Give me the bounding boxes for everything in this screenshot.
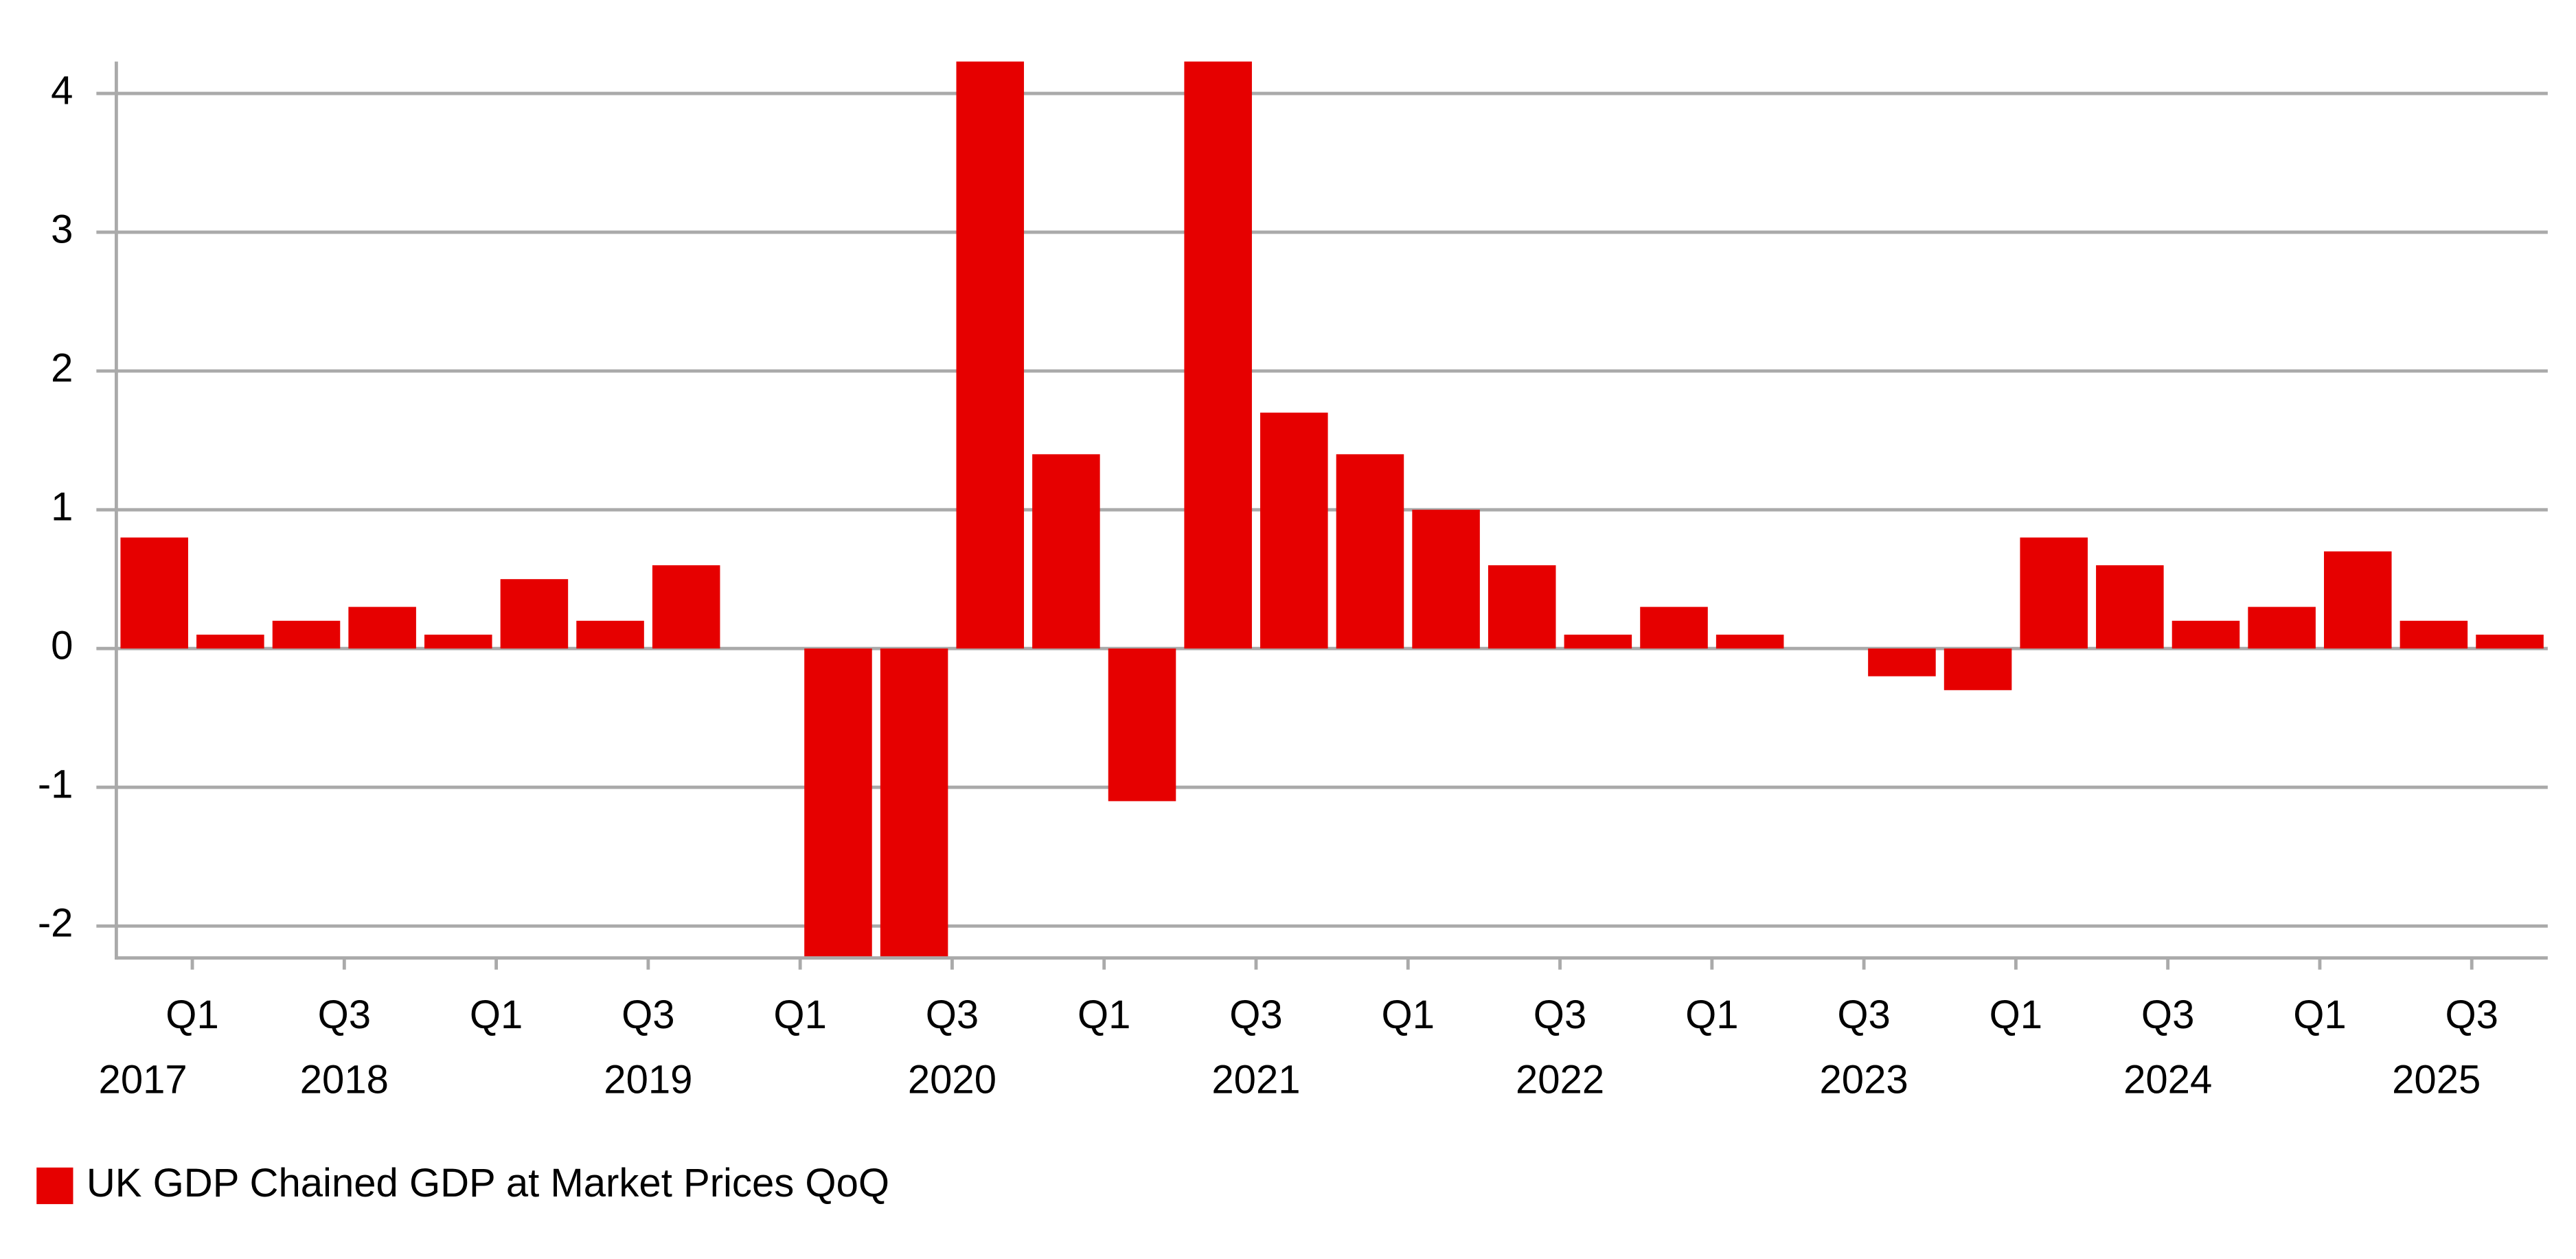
bar — [1108, 648, 1176, 802]
bar — [2020, 537, 2088, 649]
y-tick-label: -2 — [38, 901, 73, 946]
bar — [2323, 551, 2392, 649]
bar — [120, 537, 188, 649]
bar — [2172, 620, 2240, 649]
bar — [1944, 648, 2012, 690]
x-tick-label: Q3 — [2141, 993, 2194, 1037]
y-tick-label: 4 — [51, 68, 73, 113]
bar — [2248, 606, 2316, 649]
bar — [1640, 606, 1708, 649]
bar — [2096, 565, 2164, 649]
bar — [804, 648, 872, 958]
bar — [196, 634, 264, 649]
bar — [1868, 648, 1936, 677]
x-tick-label: Q1 — [166, 993, 218, 1037]
y-tick-label: 1 — [51, 484, 73, 529]
bar — [1412, 510, 1480, 649]
y-tick-label: 0 — [51, 624, 73, 668]
legend-label: UK GDP Chained GDP at Market Prices QoQ — [87, 1161, 889, 1205]
x-tick-label: Q3 — [1229, 993, 1282, 1037]
x-tick-label: Q3 — [1534, 993, 1586, 1037]
bar — [576, 620, 644, 649]
x-tick-label: Q1 — [1685, 993, 1738, 1037]
x-year-label: 2018 — [300, 1058, 389, 1102]
x-tick-label: Q3 — [1837, 993, 1890, 1037]
bar — [956, 61, 1025, 649]
bar — [1184, 61, 1252, 649]
bar — [424, 634, 492, 649]
x-year-label: 2021 — [1211, 1058, 1300, 1102]
x-tick-label: Q3 — [318, 993, 371, 1037]
x-tick-label: Q1 — [773, 993, 826, 1037]
x-year-label: 2024 — [2123, 1058, 2212, 1102]
bar — [1336, 454, 1404, 649]
legend-swatch — [36, 1167, 73, 1205]
bar — [2400, 620, 2468, 649]
y-tick-label: 2 — [51, 345, 73, 390]
bar — [2476, 634, 2544, 649]
x-year-label: 2025 — [2392, 1058, 2481, 1102]
x-tick-label: Q3 — [622, 993, 674, 1037]
x-tick-label: Q3 — [2445, 993, 2498, 1037]
x-year-label: 2019 — [604, 1058, 692, 1102]
x-tick-label: Q3 — [926, 993, 979, 1037]
x-year-label: 2022 — [1516, 1058, 1604, 1102]
bar — [1260, 412, 1328, 649]
y-tick-label: 3 — [51, 207, 73, 251]
bar — [272, 620, 341, 649]
bar — [1716, 634, 1784, 649]
x-tick-label: Q1 — [1078, 993, 1130, 1037]
x-year-label: 2017 — [99, 1058, 187, 1102]
bar — [880, 648, 948, 958]
x-tick-label: Q1 — [2293, 993, 2346, 1037]
x-year-label: 2020 — [908, 1058, 996, 1102]
bar — [500, 579, 569, 649]
bar — [652, 565, 720, 649]
bar — [348, 606, 416, 649]
y-tick-label: -1 — [38, 762, 73, 807]
bar — [1564, 634, 1632, 649]
x-year-label: 2023 — [1820, 1058, 1908, 1102]
x-tick-label: Q1 — [470, 993, 523, 1037]
x-tick-label: Q1 — [1382, 993, 1435, 1037]
bar — [1032, 454, 1100, 649]
x-tick-label: Q1 — [1990, 993, 2042, 1037]
bar — [1488, 565, 1556, 649]
